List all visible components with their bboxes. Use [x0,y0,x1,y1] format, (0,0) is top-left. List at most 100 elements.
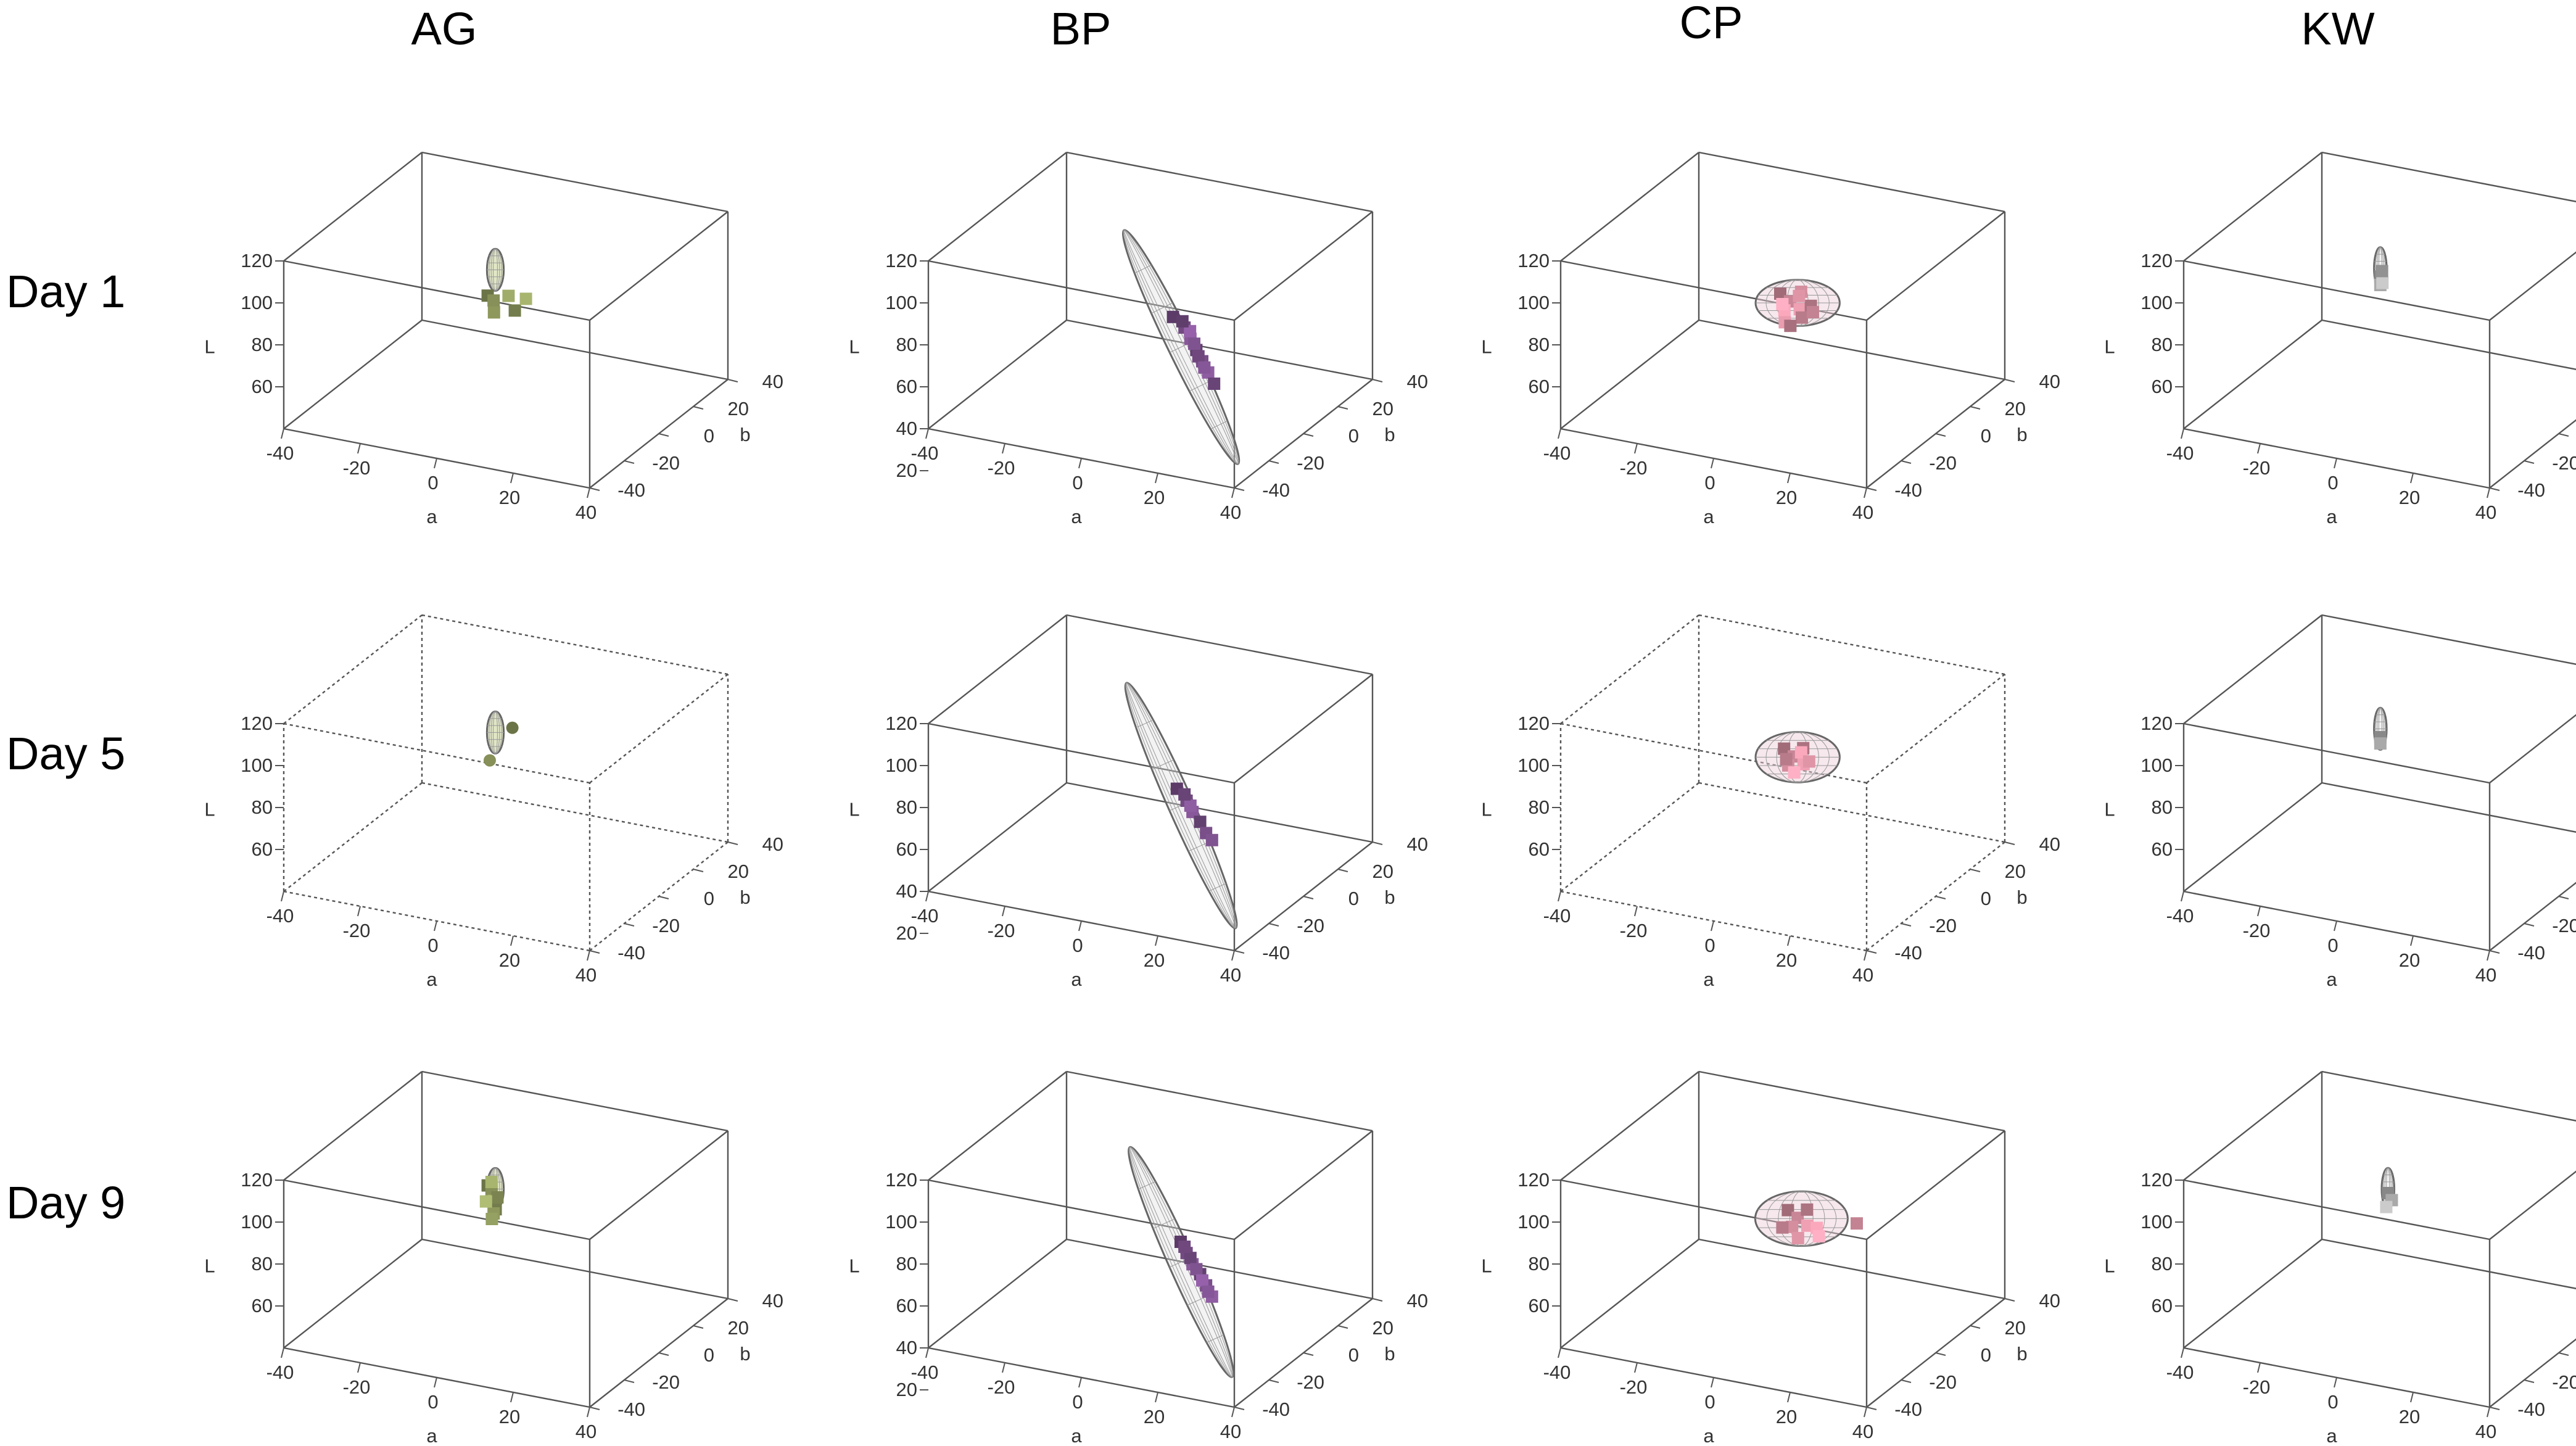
y-tick-label: -20 [1929,915,1957,936]
z-tick-label: 60 [896,1295,917,1316]
z-tick-label: 100 [1517,292,1550,313]
x-tick-mark [1002,443,1005,454]
y-tick-label: -20 [2552,1371,2576,1393]
cube-edge [589,674,729,783]
x-axis-label: a [2326,1425,2337,1446]
x-tick-label: 20 [499,487,520,508]
z-axis-label: L [1481,1255,1492,1277]
data-point [1208,378,1221,390]
z-tick-label: 60 [1529,1295,1550,1316]
z-tick-label: 100 [885,754,917,776]
cube-edge [1560,614,1699,724]
z-tick-label: 60 [2152,1295,2173,1316]
y-tick-label: 20 [2005,861,2026,882]
x-tick-label: -40 [2166,1361,2194,1383]
y-tick-label: -40 [1262,1398,1290,1420]
y-tick-mark [1866,950,1877,954]
y-tick-mark [1935,896,1946,899]
cube-edge [928,782,1067,892]
z-tick-label: 80 [896,796,917,818]
y-tick-label: 20 [1373,861,1393,882]
y-tick-mark [1970,869,1981,872]
x-tick-label: 0 [2327,472,2338,494]
x-axis-label: a [1071,1425,1082,1446]
x-tick-label: -40 [266,1361,294,1383]
x-tick-label: -20 [988,1376,1015,1398]
z-tick-label: 100 [2140,292,2173,313]
z-tick-label: 120 [2140,713,2173,734]
ellipsoid-grid [1138,1181,1156,1190]
x-axis-label: a [426,1425,437,1446]
x-tick-label: 40 [576,1421,597,1442]
data-point [2376,265,2388,278]
cube-edge [589,1130,729,1240]
data-point [1793,289,1806,302]
cube-edge [421,151,729,213]
z-tick-label: 100 [2140,754,2173,776]
y-tick-mark [1337,1325,1348,1329]
data-point [485,1176,498,1188]
panel-bp-day5: 20 40 60 80 100 120 L -40 -20 0 20 40 a -40 -20 0 20 40 b [849,614,1428,990]
data-point [1184,799,1197,812]
y-axis-label: b [2017,1343,2027,1365]
data-point [2376,276,2389,289]
x-tick-label: -40 [2166,905,2194,927]
x-tick-label: 40 [2475,1421,2496,1442]
ellipsoid-grid [489,248,502,291]
x-tick-mark [2181,1347,2184,1358]
panel-ag-day5: 60 80 100 120 L -40 -20 0 20 40 a -40 -20 0 20 40 b [204,614,783,990]
data-point [1788,766,1801,779]
x-tick-mark [1864,950,1867,961]
x-tick-mark [1002,1362,1005,1373]
y-tick-label: -40 [1894,479,1922,501]
data-point [1196,1274,1208,1287]
y-tick-mark [1935,1352,1946,1356]
z-tick-label: 120 [885,1169,917,1191]
x-axis-label: a [426,506,437,527]
y-tick-label: -20 [652,915,680,936]
z-tick-label: 80 [896,334,917,355]
x-tick-label: -20 [343,920,371,941]
x-tick-label: -20 [1620,457,1648,479]
x-tick-label: 0 [427,935,438,956]
x-tick-mark [281,891,284,902]
y-tick-label: 20 [2005,1317,2026,1339]
cube-edge [1866,211,2005,321]
z-tick-label: 40 [896,418,917,439]
cube-edge [2489,251,2576,321]
data-point [1184,1252,1197,1265]
y-tick-mark [1268,1379,1279,1383]
data-point [1802,755,1815,768]
x-tick-label: -40 [911,1361,939,1383]
x-tick-label: 40 [2475,964,2496,986]
data-point [1188,337,1200,350]
y-tick-mark [2004,379,2015,382]
z-tick-label: 120 [885,250,917,271]
y-tick-mark [693,1325,704,1329]
y-tick-label: -40 [1894,1398,1922,1420]
cube-edge [421,1238,729,1300]
ellipsoid-grid [1189,380,1211,392]
x-tick-mark [2257,443,2261,454]
y-tick-mark [2489,950,2500,954]
x-tick-label: -20 [343,1376,371,1398]
x-tick-mark [1711,920,1714,932]
x-tick-label: 0 [1704,1391,1715,1413]
x-tick-label: 0 [1704,472,1715,494]
x-tick-mark [2487,487,2490,498]
y-tick-label: 20 [728,398,749,419]
y-tick-label: 0 [704,1344,714,1366]
data-point [1780,753,1793,766]
y-tick-label: -20 [2552,452,2576,474]
x-tick-mark [434,458,437,469]
y-tick-label: -20 [652,452,680,474]
y-tick-label: 20 [1373,1317,1393,1339]
panel-cp-day9: 60 80 100 120 L -40 -20 0 20 40 a -40 -20 0 20 40 b [1481,1070,2060,1446]
y-tick-label: -20 [1297,915,1324,936]
cube-edge [421,319,729,381]
y-tick-mark [1866,487,1877,491]
cube-edge [1560,782,1699,892]
cube-edge [2183,1071,2322,1181]
x-tick-mark [2487,950,2490,961]
x-tick-mark [2334,458,2337,469]
